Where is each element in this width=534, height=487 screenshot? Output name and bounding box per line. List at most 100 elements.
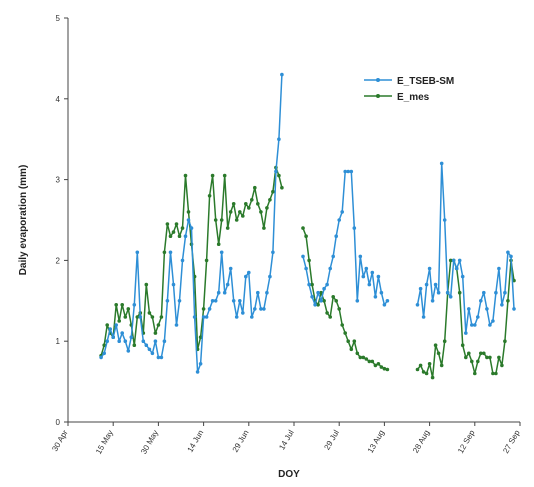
- data-point-mes: [497, 355, 501, 360]
- data-point-mes: [506, 299, 510, 303]
- data-point-mes: [174, 222, 179, 226]
- data-point-tseb: [222, 290, 227, 295]
- data-point-tseb: [448, 295, 453, 299]
- data-point-tseb: [473, 323, 477, 327]
- data-point-mes: [503, 339, 507, 344]
- legend-label-mes: E_mes: [397, 92, 430, 103]
- data-point-mes: [271, 189, 275, 194]
- data-point-tseb: [159, 355, 164, 360]
- data-point-mes: [319, 290, 323, 295]
- data-point-tseb: [231, 299, 236, 303]
- data-point-tseb: [430, 299, 435, 303]
- data-point-mes: [367, 359, 372, 364]
- data-point-tseb: [228, 266, 233, 271]
- data-point-mes: [334, 299, 339, 303]
- data-point-tseb: [491, 319, 495, 323]
- data-point-mes: [280, 185, 284, 190]
- data-point-tseb: [313, 303, 317, 307]
- data-point-tseb: [153, 339, 158, 344]
- data-point-mes: [255, 202, 260, 206]
- data-point-mes: [225, 226, 230, 230]
- data-point-tseb: [346, 169, 351, 174]
- x-tick-label: 27 Sep: [501, 428, 522, 455]
- data-point-tseb: [433, 282, 438, 287]
- data-point-mes: [346, 339, 351, 344]
- data-point-mes: [457, 290, 462, 295]
- data-point-mes: [156, 323, 161, 327]
- y-tick-label: 2: [56, 256, 61, 265]
- data-point-tseb: [150, 351, 155, 356]
- data-point-tseb: [265, 290, 269, 295]
- data-point-mes: [355, 351, 360, 356]
- data-point-tseb: [451, 258, 456, 263]
- data-point-mes: [241, 214, 245, 218]
- data-point-tseb: [310, 295, 314, 299]
- data-point-mes: [325, 311, 329, 315]
- data-point-tseb: [241, 311, 245, 315]
- data-point-tseb: [192, 315, 197, 319]
- data-point-mes: [436, 351, 441, 356]
- x-tick-label: 28 Aug: [411, 429, 431, 455]
- data-point-mes: [159, 315, 164, 319]
- data-point-tseb: [165, 299, 170, 303]
- data-point-mes: [207, 194, 212, 198]
- y-ticks: 0 1 2 3 4 5: [56, 14, 68, 427]
- data-point-mes: [307, 258, 311, 263]
- data-point-tseb: [111, 335, 115, 340]
- data-point-mes: [171, 230, 176, 234]
- data-point-tseb: [379, 290, 384, 295]
- data-point-mes: [183, 173, 188, 178]
- data-point-tseb: [225, 282, 230, 287]
- data-point-tseb: [325, 282, 329, 287]
- data-point-mes: [340, 323, 345, 327]
- data-point-tseb: [337, 218, 342, 222]
- data-point-tseb: [219, 250, 224, 255]
- data-point-mes: [102, 343, 106, 348]
- data-point-mes: [352, 339, 357, 344]
- data-point-mes: [470, 359, 474, 364]
- data-point-tseb: [367, 282, 372, 287]
- data-point-tseb: [421, 315, 426, 319]
- data-point-tseb: [445, 290, 450, 295]
- data-point-tseb: [488, 323, 492, 327]
- data-point-mes: [234, 218, 239, 222]
- data-point-tseb: [464, 331, 468, 335]
- data-point-mes: [382, 366, 387, 371]
- data-point-tseb: [355, 299, 360, 303]
- data-point-mes: [430, 375, 435, 380]
- data-point-mes: [147, 311, 152, 315]
- data-point-tseb: [322, 286, 326, 291]
- data-point-tseb: [186, 218, 191, 222]
- data-point-mes: [467, 351, 471, 356]
- data-point-tseb: [454, 266, 459, 271]
- data-point-mes: [228, 210, 233, 214]
- data-point-mes: [473, 371, 477, 376]
- data-point-mes: [210, 173, 215, 178]
- data-point-mes: [488, 355, 492, 360]
- data-point-mes: [219, 218, 224, 222]
- data-point-tseb: [385, 299, 390, 303]
- data-point-tseb: [349, 169, 354, 174]
- data-point-mes: [500, 363, 504, 368]
- data-point-mes: [162, 250, 167, 255]
- data-point-mes: [385, 367, 390, 372]
- y-tick-label: 0: [56, 418, 61, 427]
- data-point-tseb: [361, 274, 366, 279]
- data-point-mes: [301, 226, 305, 230]
- data-point-mes: [427, 362, 432, 366]
- x-tick-label: 29 Jul: [322, 428, 341, 451]
- data-point-mes: [479, 351, 483, 356]
- data-point-tseb: [105, 339, 109, 344]
- data-point-tseb: [482, 290, 486, 295]
- data-point-mes: [216, 242, 221, 246]
- data-point-tseb: [316, 290, 320, 295]
- data-point-mes: [201, 307, 206, 311]
- data-point-mes: [144, 282, 149, 287]
- data-point-mes: [485, 355, 489, 360]
- data-point-tseb: [457, 258, 462, 263]
- data-point-tseb: [183, 234, 188, 238]
- data-point-mes: [126, 307, 131, 311]
- data-point-tseb: [171, 282, 176, 287]
- legend-marker-mes: [376, 94, 380, 98]
- data-point-mes: [379, 365, 384, 369]
